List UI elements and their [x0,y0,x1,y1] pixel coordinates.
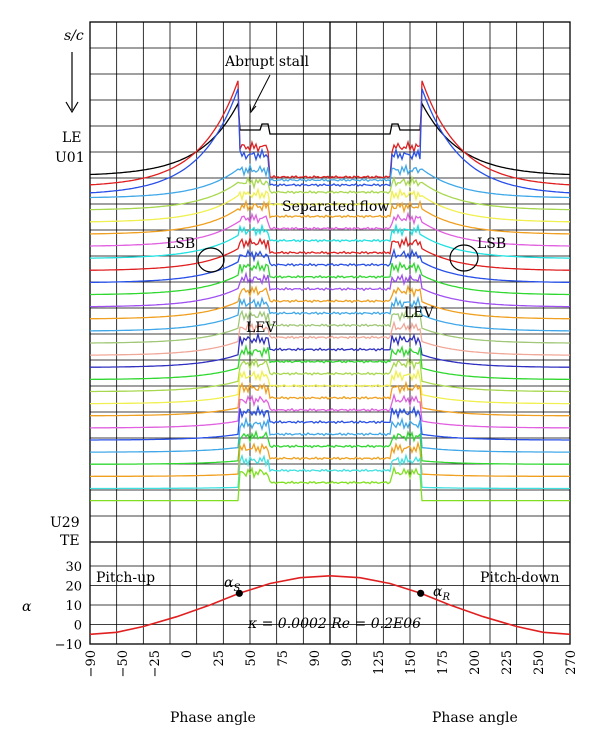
pressure-trace [89,80,571,186]
x-tick-labels: −90 −50 −25 0 25 50 75 90 90 125 150 175 200 225 250 27… [84,650,579,677]
x-tick-label: −50 [116,650,131,677]
pressure-trace [90,416,570,453]
pressure-trace [90,343,570,381]
alpha-tick-label: −10 [55,638,82,653]
pressure-trace [90,211,570,247]
x-tick-label: −25 [148,650,163,677]
pressure-trace [90,404,570,441]
x-tick-label: 125 [372,650,387,675]
x-axis-label-left: Phase angle [170,710,256,726]
lsb-annotation-right: LSB [477,236,506,252]
alpha-tick-label: 30 [65,560,82,575]
x-tick-label: 270 [564,650,579,675]
pressure-trace [90,380,570,417]
pressure-trace [90,223,570,259]
pitch-up-label: Pitch-up [96,570,155,586]
alpha-s-label: αS [224,575,240,594]
x-tick-label: 250 [532,650,547,675]
abrupt-stall-arrow [251,74,271,111]
alpha-marker-point [235,589,243,597]
pressure-trace [90,283,570,320]
pressure-trace [90,356,570,393]
pressure-trace [90,368,570,405]
alpha-tick-label: 20 [65,580,82,595]
pressure-trace [89,235,571,271]
alpha-r-label: αR [433,584,450,603]
abrupt-stall-annotation: Abrupt stall [224,54,309,70]
pressure-trace [90,295,570,332]
te-label: TE [60,533,80,549]
pitch-down-label: Pitch-down [480,570,560,586]
pressure-trace [89,187,571,223]
x-tick-label: 50 [244,650,259,667]
pressure-trace [90,175,570,211]
pressure-trace [90,331,570,368]
x-tick-label: 75 [276,650,291,667]
x-tick-label: 175 [436,650,451,675]
pressure-trace [89,101,571,176]
u01-label: U01 [55,150,85,166]
grid [89,21,571,645]
lsb-circle-left [197,247,225,273]
alpha-s-symbol: α [224,575,234,591]
pressure-trace [90,199,570,235]
alpha-tick-labels: 30 20 10 0 −10 [55,560,82,653]
alpha-tick-label: 10 [65,599,82,614]
alpha-r-symbol: α [433,584,443,600]
x-tick-label: 25 [212,650,227,667]
lev-annotation-right: LEV [404,305,435,321]
x-tick-label: 90 [340,650,355,667]
flow-params-text: κ = 0.0002 Re = 0.2E06 [247,616,421,632]
x-axis-label-right: Phase angle [432,710,518,726]
pressure-trace [90,163,570,199]
lsb-circle-right [449,244,479,272]
le-label: LE [62,130,82,146]
x-tick-label: −90 [84,650,99,677]
alpha-r-subscript: R [441,592,450,603]
alpha-series-line [89,574,571,636]
abrupt-stall-arrowhead [249,103,257,114]
sc-arrow-head [65,101,79,114]
pressure-trace [90,307,570,344]
pressure-trace [90,465,570,502]
x-tick-label: 225 [500,650,515,675]
alpha-tick-label: 0 [74,619,82,634]
pressure-trace [89,88,571,194]
x-tick-label: 90 [308,650,323,667]
pressure-trace [90,320,570,356]
pressure-trace [90,392,570,429]
pressure-trace [90,453,570,490]
x-tick-label: 150 [404,650,419,675]
x-tick-label: 200 [468,650,483,675]
trace-group [89,80,571,502]
pressure-trace [90,247,570,284]
pressure-trace [90,271,570,308]
pressure-trace [90,259,570,296]
alpha-marker-point [417,589,425,597]
separated-flow-annotation: Separated flow [282,199,389,215]
x-tick-label: 0 [180,650,195,658]
lev-annotation-left: LEV [246,320,277,336]
lsb-annotation-left: LSB [166,236,195,252]
alpha-axis-label: α [22,599,32,615]
u29-label: U29 [50,515,80,531]
alpha-panel [89,574,571,636]
pressure-trace [90,429,570,465]
alpha-s-subscript: S [233,583,240,594]
y-axis-label: s/c [64,28,84,44]
pressure-trace [90,440,570,478]
